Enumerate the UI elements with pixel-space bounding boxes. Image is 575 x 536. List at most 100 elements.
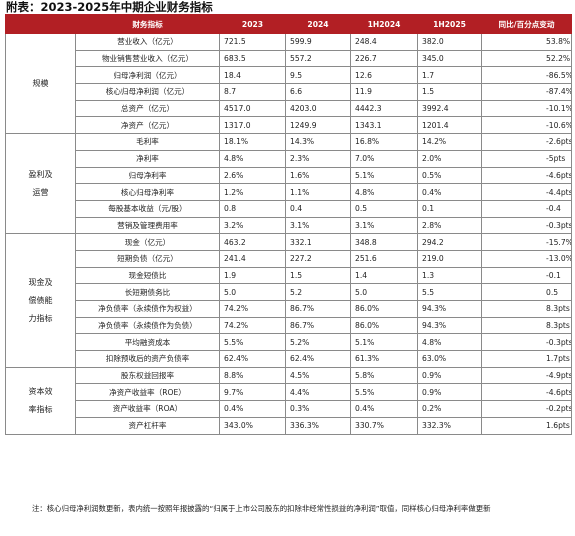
table-row: 净资产收益率（ROE） 9.7% 4.4% 5.5% 0.9% -4.6pts (6, 383, 572, 402)
value-cell: 62.4% (285, 350, 351, 368)
table-row: 核心归母净利率 1.2% 1.1% 4.8% 0.4% -4.4pts (6, 183, 572, 201)
value-cell: 0.5% (417, 166, 482, 185)
value-cell: 1343.1 (350, 116, 418, 135)
table-row: 短期负债（亿元） 241.4 227.2 251.6 219.0 -13.0% (6, 249, 572, 268)
metric-name: 核心归母净利润（亿元） (75, 83, 220, 101)
change-cell: -4.4pts (481, 183, 572, 201)
header-blank (5, 14, 76, 34)
value-cell: 0.4% (219, 400, 286, 418)
value-cell: 4.8% (219, 149, 286, 168)
change-cell: -5pts (481, 149, 572, 168)
value-cell: 248.4 (350, 33, 418, 51)
metric-name: 长短期债务比 (75, 283, 220, 301)
section-label: 规模 (5, 32, 76, 135)
change-cell: -13.0% (481, 249, 572, 268)
value-cell: 4.5% (285, 366, 351, 385)
table-row: 每股基本收益（元/股） 0.8 0.4 0.5 0.1 -0.4 (6, 199, 572, 218)
value-cell: 0.4% (350, 400, 418, 418)
section-label: 现金及 偿债能 力指标 (5, 233, 76, 368)
value-cell: 0.4% (417, 183, 482, 201)
value-cell: 227.2 (285, 249, 351, 268)
header-2024: 2024 (285, 14, 351, 34)
table-row: 净利率 4.8% 2.3% 7.0% 2.0% -5pts (6, 149, 572, 168)
section-label-line: 率指标 (28, 404, 53, 414)
value-cell: 382.0 (417, 33, 482, 51)
metric-name: 平均融资成本 (75, 333, 220, 352)
change-cell: -0.1 (481, 266, 572, 285)
value-cell: 8.8% (219, 366, 286, 385)
table-row: 规模 营业收入（亿元） 721.5 599.9 248.4 382.0 53.8% (5, 32, 572, 135)
value-cell: 683.5 (219, 49, 286, 68)
change-cell: -0.2pts (481, 400, 572, 418)
value-cell: 1.1% (285, 183, 351, 201)
change-cell: 8.3pts (481, 300, 572, 318)
value-cell: 18.1% (219, 133, 286, 151)
section-label: 盈利及 运营 (5, 133, 76, 235)
value-cell: 0.8 (219, 199, 286, 218)
metric-name: 资产杠杆率 (75, 416, 220, 435)
value-cell: 5.5% (350, 383, 418, 402)
value-cell: 251.6 (350, 249, 418, 268)
value-cell: 330.7% (350, 416, 418, 435)
value-cell: 74.2% (219, 316, 286, 335)
change-cell: -4.9pts (481, 366, 572, 385)
value-cell: 5.0 (219, 283, 286, 301)
table-row: 净负债率（永续债作为负债） 74.2% 86.7% 86.0% 94.3% 8.3pts (6, 316, 572, 335)
table-row: 资本效 率指标 股东权益回报率 8.8% 4.5% 5.8% 0.9% -4.9pts (5, 366, 572, 435)
change-cell: -0.3pts (481, 333, 572, 352)
value-cell: 1.5 (285, 266, 351, 285)
table-row: 资产杠杆率 343.0% 336.3% 330.7% 332.3% 1.6pts (6, 416, 572, 435)
value-cell: 3.1% (285, 216, 351, 235)
value-cell: 0.1 (417, 199, 482, 218)
value-cell: 9.5 (285, 66, 351, 85)
metric-name: 现金短债比 (75, 266, 220, 285)
value-cell: 1249.9 (285, 116, 351, 135)
value-cell: 3.1% (350, 216, 418, 235)
value-cell: 721.5 (219, 33, 286, 51)
change-cell: -2.6pts (481, 133, 572, 151)
value-cell: 2.8% (417, 216, 482, 235)
value-cell: 0.9% (417, 366, 482, 385)
table-row: 扣除预收后的资产负债率 62.4% 62.4% 61.3% 63.0% 1.7pts (6, 350, 572, 368)
change-cell: -4.6pts (481, 383, 572, 402)
table-header-row: 财务指标 2023 2024 1H2024 1H2025 同比/百分点变动 (5, 14, 572, 34)
metric-name: 物业销售营业收入（亿元） (75, 49, 220, 68)
metric-name: 股东权益回报率 (75, 366, 220, 385)
value-cell: 4.8% (350, 183, 418, 201)
footnote: 注：核心归母净利润数更新，表内统一按照年报披露的“归属于上市公司股东的扣除非经常… (32, 504, 491, 513)
value-cell: 0.2% (417, 400, 482, 418)
metric-name: 净资产（亿元） (75, 116, 220, 135)
metric-name: 毛利率 (75, 133, 220, 151)
value-cell: 1.2% (219, 183, 286, 201)
section-label-line: 规模 (32, 78, 49, 88)
value-cell: 14.2% (417, 133, 482, 151)
change-cell: -10.1% (481, 99, 572, 118)
value-cell: 1317.0 (219, 116, 286, 135)
value-cell: 1.9 (219, 266, 286, 285)
table-row: 平均融资成本 5.5% 5.2% 5.1% 4.8% -0.3pts (6, 333, 572, 352)
value-cell: 6.6 (285, 83, 351, 101)
value-cell: 219.0 (417, 249, 482, 268)
metric-name: 归母净利润（亿元） (75, 66, 220, 85)
table-row: 营销及管理费用率 3.2% 3.1% 3.1% 2.8% -0.3pts (6, 216, 572, 235)
table-row: 归母净利润（亿元） 18.4 9.5 12.6 1.7 -86.5% (6, 66, 572, 85)
metric-name: 净负债率（永续债作为权益） (75, 300, 220, 318)
section-label-line: 资本效 (28, 386, 53, 396)
table-row: 核心归母净利润（亿元） 8.7 6.6 11.9 1.5 -87.4% (6, 83, 572, 101)
change-cell: 0.5 (481, 283, 572, 301)
value-cell: 0.3% (285, 400, 351, 418)
header-1h2025: 1H2025 (417, 14, 482, 34)
value-cell: 5.5 (417, 283, 482, 301)
change-cell: -0.3pts (481, 216, 572, 235)
value-cell: 5.1% (350, 166, 418, 185)
value-cell: 4517.0 (219, 99, 286, 118)
value-cell: 336.3% (285, 416, 351, 435)
value-cell: 16.8% (350, 133, 418, 151)
section-label-line: 运营 (32, 187, 49, 197)
change-cell: -86.5% (481, 66, 572, 85)
value-cell: 5.2% (285, 333, 351, 352)
value-cell: 4.4% (285, 383, 351, 402)
value-cell: 345.0 (417, 49, 482, 68)
metric-name: 净负债率（永续债作为负债） (75, 316, 220, 335)
value-cell: 4.8% (417, 333, 482, 352)
